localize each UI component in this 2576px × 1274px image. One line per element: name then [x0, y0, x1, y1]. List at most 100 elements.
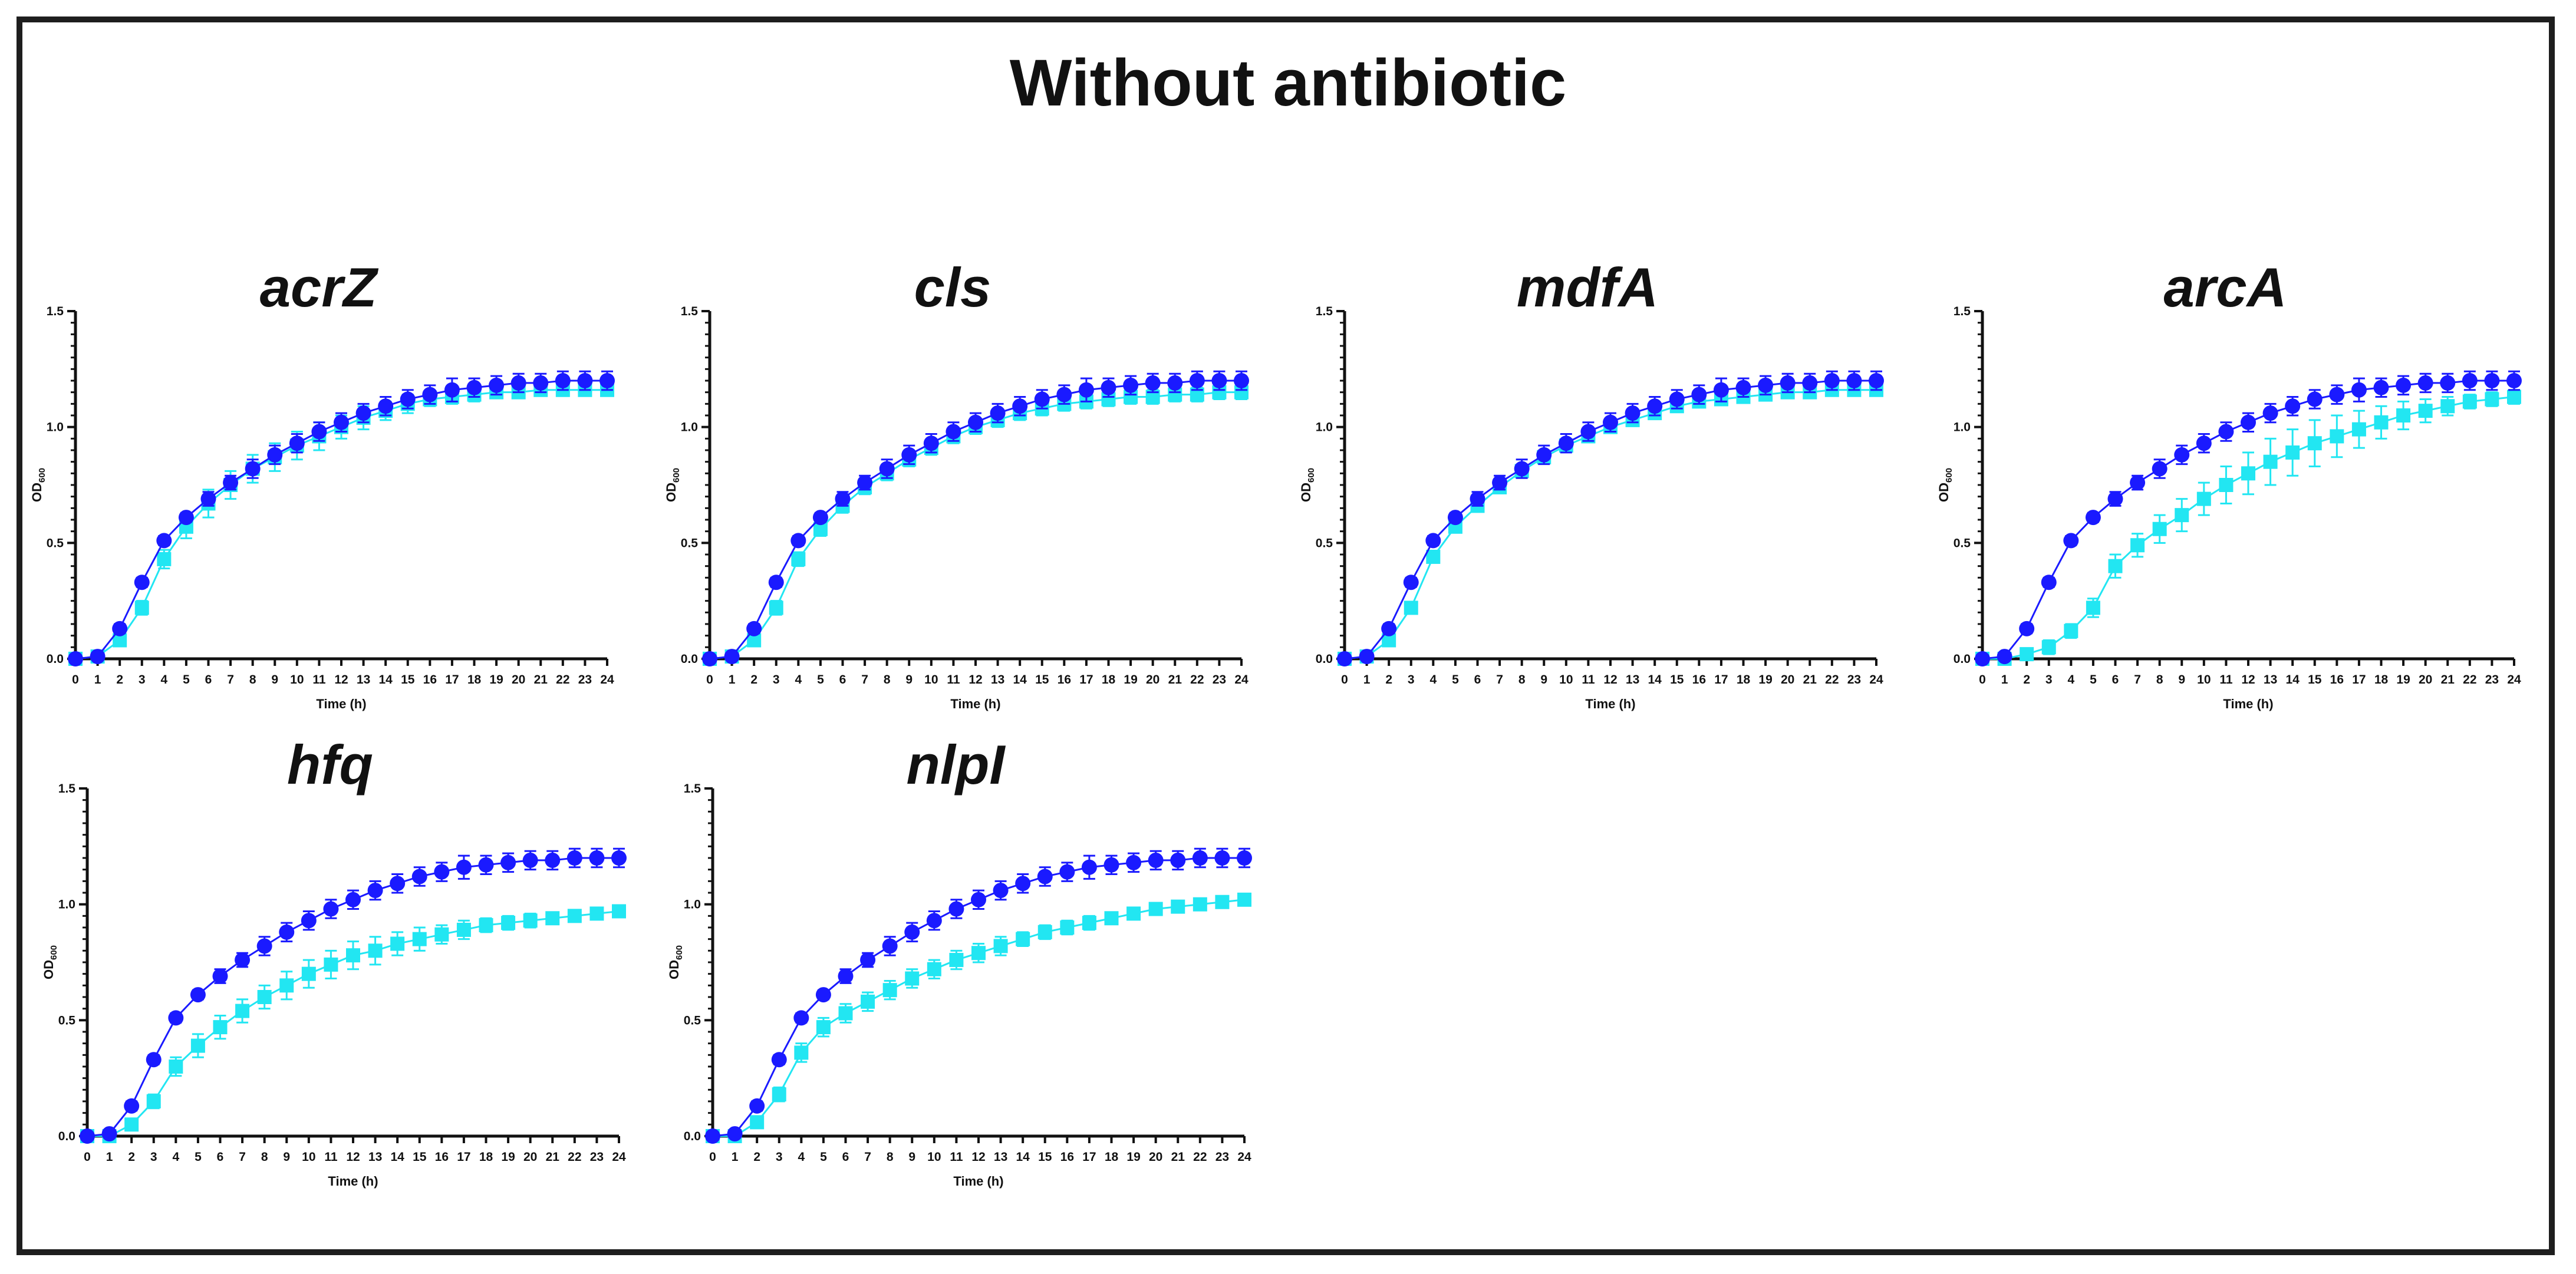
x-axis-label: Time (h): [953, 1174, 1003, 1189]
data-point: [1470, 491, 1485, 507]
x-tick-label: 19: [1758, 673, 1772, 686]
data-point: [1126, 854, 1142, 870]
data-point: [479, 918, 493, 933]
data-point: [599, 373, 615, 388]
data-point: [2485, 392, 2499, 407]
data-point: [489, 377, 505, 393]
data-point: [235, 1004, 250, 1018]
data-point: [1403, 575, 1419, 590]
panel-title: hfq: [287, 734, 373, 796]
x-tick-label: 22: [2463, 673, 2476, 686]
x-tick-label: 14: [390, 1150, 404, 1164]
data-point: [112, 621, 128, 636]
data-point: [2396, 408, 2411, 423]
data-point: [2351, 422, 2366, 437]
data-point: [1103, 857, 1119, 873]
x-tick-label: 21: [1168, 673, 1182, 686]
x-tick-label: 7: [1496, 673, 1503, 686]
data-point: [2329, 387, 2345, 402]
figure-title: Without antibiotic: [1009, 46, 1567, 120]
data-point: [256, 938, 272, 954]
data-point: [2241, 466, 2255, 481]
x-tick-label: 8: [2156, 673, 2163, 686]
series-1: [1337, 370, 1884, 666]
data-point: [816, 1020, 831, 1035]
data-point: [750, 1115, 765, 1130]
data-point: [334, 414, 349, 430]
data-point: [2418, 404, 2433, 418]
data-point: [968, 414, 983, 430]
x-tick-label: 8: [249, 673, 256, 686]
data-point: [724, 649, 740, 665]
data-point: [1034, 391, 1050, 407]
data-point: [1104, 911, 1119, 926]
y-axis-label-main: OD: [1299, 483, 1313, 502]
x-tick-label: 2: [2023, 673, 2030, 686]
data-point: [134, 600, 149, 615]
data-point: [169, 1060, 183, 1074]
x-tick-label: 7: [864, 1150, 871, 1164]
y-tick-label: 0.0: [58, 1130, 75, 1143]
data-point: [1492, 475, 1508, 491]
data-point: [749, 1098, 765, 1114]
data-point: [466, 379, 482, 395]
x-tick-label: 11: [950, 1150, 963, 1164]
y-tick-label: 1.0: [681, 421, 698, 434]
y-axis-label-subscript: 600: [674, 945, 684, 960]
data-point: [555, 373, 571, 388]
data-point: [346, 948, 360, 963]
data-point: [390, 936, 405, 951]
data-point: [200, 491, 216, 507]
x-tick-label: 23: [1847, 673, 1861, 686]
x-tick-label: 22: [556, 673, 569, 686]
data-point: [1625, 405, 1641, 421]
data-point: [2218, 424, 2234, 440]
data-point: [2152, 461, 2167, 477]
x-tick-label: 1: [106, 1150, 113, 1164]
data-point: [2152, 522, 2167, 536]
y-axis-label-main: OD: [664, 483, 678, 502]
data-point: [146, 1052, 162, 1068]
x-tick-label: 9: [283, 1150, 290, 1164]
data-point: [523, 913, 538, 928]
data-point: [2484, 373, 2500, 388]
x-tick-label: 9: [1540, 673, 1547, 686]
data-point: [791, 552, 806, 566]
data-point: [345, 892, 361, 907]
x-tick-label: 14: [1013, 673, 1027, 686]
data-point: [857, 475, 873, 491]
x-tick-label: 19: [1124, 673, 1137, 686]
x-tick-label: 19: [501, 1150, 515, 1164]
series-line: [1982, 396, 2515, 660]
y-tick-label: 0.0: [684, 1130, 701, 1143]
data-point: [1148, 852, 1164, 868]
data-point: [2440, 399, 2455, 414]
data-point: [279, 924, 295, 940]
data-point: [456, 859, 472, 875]
data-point: [1536, 447, 1552, 463]
x-tick-label: 11: [324, 1150, 338, 1164]
x-tick-label: 4: [172, 1150, 179, 1164]
y-tick-label: 0.0: [1316, 652, 1333, 666]
y-tick-label: 0.5: [681, 536, 699, 550]
data-point: [589, 850, 605, 866]
data-point: [927, 962, 941, 976]
data-point: [971, 946, 986, 961]
x-tick-label: 14: [1648, 673, 1662, 686]
data-point: [1234, 373, 1249, 388]
data-point: [2108, 559, 2123, 573]
data-point: [923, 435, 939, 451]
x-tick-label: 5: [1452, 673, 1459, 686]
y-tick-label: 0.5: [47, 536, 64, 550]
data-point: [882, 983, 897, 998]
data-point: [124, 1117, 139, 1132]
data-point: [368, 943, 383, 958]
data-point: [412, 932, 427, 946]
panel-title: mdfA: [1517, 256, 1658, 318]
y-tick-label: 0.0: [1954, 652, 1971, 666]
x-tick-label: 8: [261, 1150, 268, 1164]
x-tick-label: 11: [312, 673, 326, 686]
data-point: [2417, 375, 2433, 391]
data-point: [794, 1045, 809, 1060]
x-tick-label: 17: [1079, 673, 1093, 686]
